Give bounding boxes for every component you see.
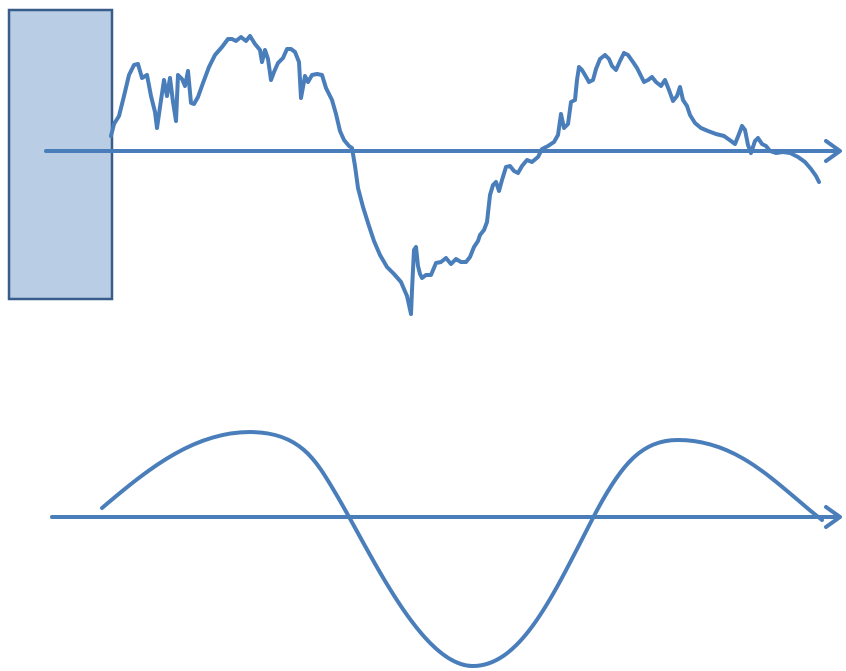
irregular-waveform — [109, 34, 821, 316]
bottom-panel — [50, 430, 842, 669]
top-axis-arrowhead — [824, 139, 842, 163]
obstacle-block — [7, 8, 114, 301]
top-panel — [7, 8, 842, 316]
bottom-axis-arrowhead — [824, 505, 842, 529]
sine-wave — [100, 430, 824, 669]
